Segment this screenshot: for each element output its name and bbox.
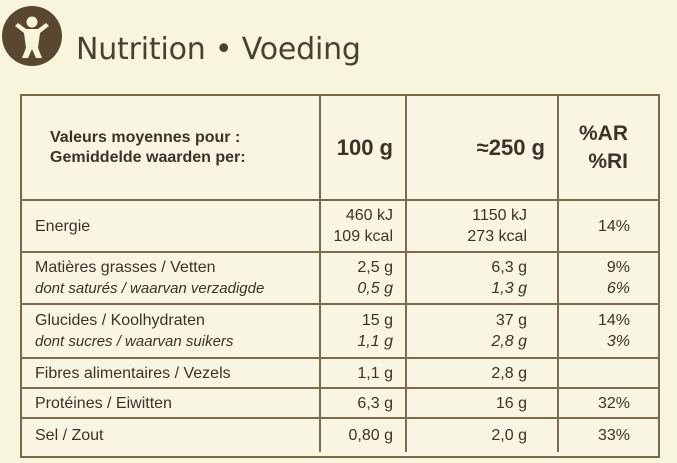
table-header-row: Valeurs moyennes pour : Gemiddelde waard… — [22, 96, 658, 200]
energy-100g-cell: 460 kJ 109 kcal — [319, 199, 406, 252]
carbs-100g-cell: 15 g 1,1 g — [319, 303, 406, 358]
fibre-ri — [557, 357, 658, 388]
protein-100g: 6,3 g — [319, 387, 406, 418]
sugars-100g: 1,1 g — [357, 333, 393, 350]
sat-ri: 6% — [606, 280, 630, 297]
fat-100g-cell: 2,5 g 0,5 g — [319, 251, 406, 304]
page-title: Nutrition • Voeding — [76, 32, 361, 67]
table-row-salt: Sel / Zout 0,80 g 2,0 g 33% — [22, 417, 658, 452]
fat-ri-cell: 9% 6% — [557, 251, 658, 304]
energy-portion-cell: 1150 kJ 273 kcal — [405, 199, 558, 252]
sugars-portion: 2,8 g — [491, 333, 527, 350]
row-label: Glucides / Koolhydraten — [35, 312, 205, 329]
sat-100g: 0,5 g — [357, 280, 393, 297]
carbs-ri-cell: 14% 3% — [557, 303, 658, 358]
energy-portion-kj: 1150 kJ — [472, 207, 527, 224]
row-sublabel: dont sucres / waarvan suikers — [35, 333, 234, 350]
fat-100g: 2,5 g — [357, 259, 393, 276]
fat-portion: 6,3 g — [491, 259, 527, 276]
header-label-cell: Valeurs moyennes pour : Gemiddelde waard… — [22, 96, 320, 200]
carbs-portion: 37 g — [495, 312, 527, 329]
fat-ri: 9% — [606, 259, 630, 276]
salt-portion: 2,0 g — [405, 417, 558, 452]
table-row-fibre: Fibres alimentaires / Vezels 1,1 g 2,8 g — [22, 357, 658, 388]
row-sublabel: dont saturés / waarvan verzadigde — [35, 280, 265, 297]
header-ar: %AR — [578, 121, 628, 145]
protein-ri: 32% — [557, 387, 658, 418]
table-row-carbs: Glucides / Koolhydraten dont sucres / wa… — [22, 303, 658, 358]
salt-ri: 33% — [557, 417, 658, 452]
header-portion: ≈250 g — [405, 96, 558, 200]
row-label: Sel / Zout — [22, 417, 320, 452]
energy-100g-kcal: 109 kcal — [333, 228, 393, 245]
row-label: Energie — [22, 199, 320, 252]
carbs-ri: 14% — [597, 312, 630, 329]
fibre-portion: 2,8 g — [405, 357, 558, 388]
header-ri-cell: %AR %RI — [557, 96, 658, 200]
row-label: Protéines / Eiwitten — [22, 387, 320, 418]
energy-100g-kj: 460 kJ — [345, 207, 393, 224]
sugars-ri: 3% — [606, 333, 630, 350]
header-line-nl: Gemiddelde waarden per: — [50, 148, 246, 166]
sat-portion: 1,3 g — [491, 280, 527, 297]
header-ri: %RI — [588, 149, 628, 173]
fat-portion-cell: 6,3 g 1,3 g — [405, 251, 558, 304]
carbs-100g: 15 g — [361, 312, 393, 329]
energy-portion-kcal: 273 kcal — [467, 228, 527, 245]
table-row-energy: Energie 460 kJ 109 kcal 1150 kJ 273 kcal… — [22, 199, 658, 252]
row-label: Fibres alimentaires / Vezels — [22, 357, 320, 388]
fibre-100g: 1,1 g — [319, 357, 406, 388]
fat-label-cell: Matières grasses / Vetten dont saturés /… — [22, 251, 320, 304]
header-line-fr: Valeurs moyennes pour : — [50, 128, 241, 146]
salt-100g: 0,80 g — [319, 417, 406, 452]
nutrition-table: Valeurs moyennes pour : Gemiddelde waard… — [20, 94, 660, 458]
carbs-label-cell: Glucides / Koolhydraten dont sucres / wa… — [22, 303, 320, 358]
table-row-protein: Protéines / Eiwitten 6,3 g 16 g 32% — [22, 387, 658, 418]
table-row-fat: Matières grasses / Vetten dont saturés /… — [22, 251, 658, 304]
active-person-icon — [2, 6, 62, 66]
energy-ri: 14% — [557, 199, 658, 252]
carbs-portion-cell: 37 g 2,8 g — [405, 303, 558, 358]
header-100g: 100 g — [319, 96, 406, 200]
row-label: Matières grasses / Vetten — [35, 259, 216, 276]
protein-portion: 16 g — [405, 387, 558, 418]
